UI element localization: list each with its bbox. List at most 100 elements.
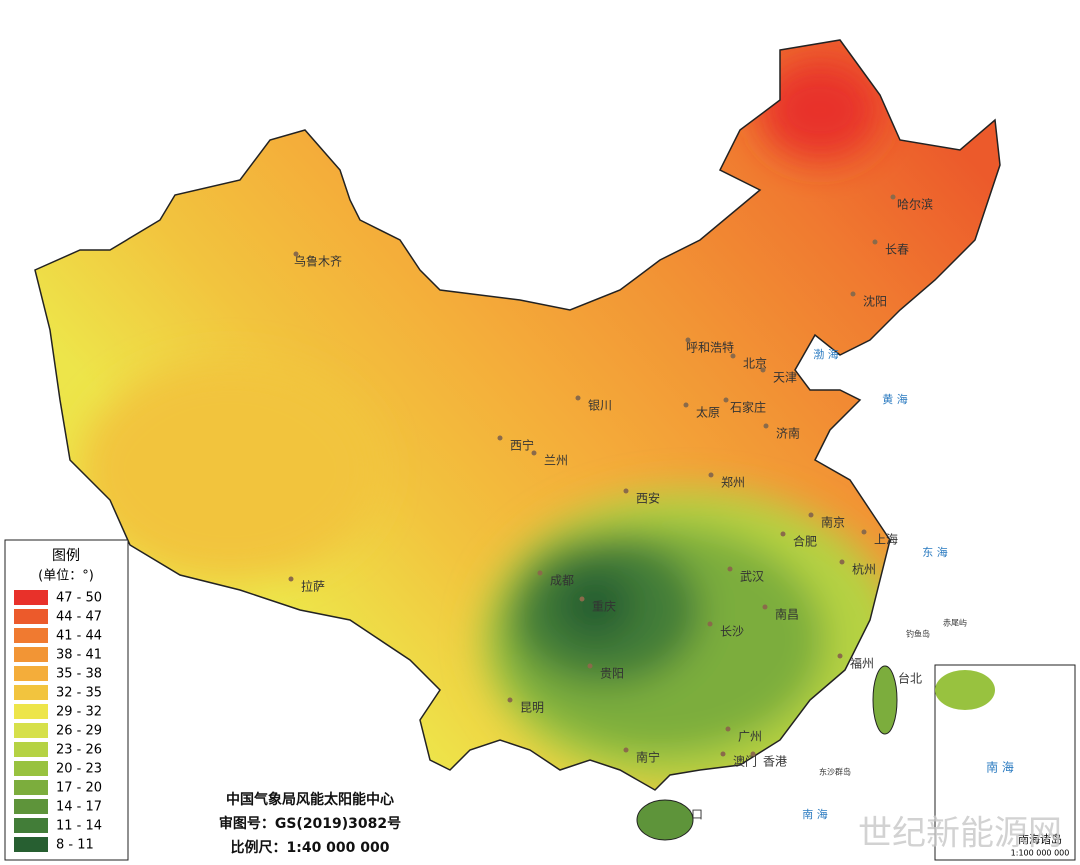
island-label: 钓鱼岛 [906, 629, 930, 639]
city-label: 兰州 [544, 454, 568, 468]
heat-blobs [80, 60, 900, 790]
city-dot [723, 397, 729, 403]
legend-label: 47 - 50 [56, 591, 102, 606]
legend-label: 26 - 29 [56, 724, 102, 739]
legend-label: 11 - 14 [56, 819, 102, 834]
city-dot [683, 402, 689, 408]
city-dot [537, 570, 543, 576]
city-dot [587, 663, 593, 669]
city-label: 石家庄 [730, 400, 766, 415]
sea-label: 南 海 [802, 807, 828, 821]
city-dot [839, 559, 845, 565]
city-label: 重庆 [592, 600, 616, 614]
city-dot [730, 353, 736, 359]
inset-land [935, 670, 995, 710]
city-dot [750, 751, 756, 757]
taiwan [872, 665, 898, 735]
legend-swatch [14, 723, 48, 738]
city-label: 香港 [763, 755, 787, 769]
city-dot [720, 751, 726, 757]
city-label: 长沙 [720, 625, 744, 639]
city-label: 广州 [738, 730, 762, 744]
legend-label: 14 - 17 [56, 800, 102, 815]
city-dot [861, 529, 867, 535]
legend-label: 32 - 35 [56, 686, 102, 701]
china-border [34, 39, 1001, 791]
legend-label: 29 - 32 [56, 705, 102, 720]
heat-blob [760, 60, 880, 160]
island-label: 东沙群岛 [819, 767, 851, 777]
sea-label: 东 海 [922, 545, 948, 559]
city-dot [763, 423, 769, 429]
island-label: 赤尾屿 [943, 619, 967, 628]
city-label: 南宁 [636, 750, 660, 765]
credit-scale: 比例尺：1:40 000 000 [230, 839, 389, 856]
city-dot [507, 697, 513, 703]
legend-swatch [14, 818, 48, 833]
sea-label: 渤 海 [813, 347, 839, 361]
sea-label: 黄 海 [882, 392, 908, 406]
legend-label: 41 - 44 [56, 629, 102, 644]
city-label: 太原 [696, 405, 720, 420]
legend-swatch [14, 704, 48, 719]
legend-swatch [14, 685, 48, 700]
city-dot [808, 512, 814, 518]
city-label: 西安 [636, 491, 660, 506]
city-dot [850, 291, 856, 297]
inset-scale: 1:100 000 000 [1011, 849, 1070, 858]
city-label: 北京 [743, 357, 767, 371]
city-dot [708, 472, 714, 478]
legend-swatch [14, 837, 48, 852]
legend-label: 17 - 20 [56, 781, 102, 796]
city-label: 成都 [550, 574, 574, 588]
city-dot [707, 621, 713, 627]
legend-swatch [14, 799, 48, 814]
city-label: 南昌 [775, 607, 799, 622]
city-label: 天津 [773, 371, 797, 385]
heat-blob [555, 570, 635, 640]
city-dot [762, 604, 768, 610]
legend-label: 23 - 26 [56, 743, 102, 758]
city-dot [623, 488, 629, 494]
city-label: 台北 [898, 671, 922, 686]
heat-blob [80, 360, 380, 580]
city-dot [623, 747, 629, 753]
watermark: 世纪新能源网 [858, 814, 1062, 854]
city-label: 呼和浩特 [686, 340, 734, 355]
city-label: 武汉 [740, 570, 764, 584]
legend-swatch [14, 742, 48, 757]
legend-label: 8 - 11 [56, 838, 94, 853]
city-dot [685, 337, 691, 343]
city-label: 贵阳 [600, 667, 624, 681]
city-dot [531, 450, 537, 456]
legend-swatch [14, 761, 48, 776]
legend-label: 44 - 47 [56, 610, 102, 625]
city-dot [575, 395, 581, 401]
legend-swatch [14, 590, 48, 605]
city-dot [890, 194, 896, 200]
legend-swatch [14, 666, 48, 681]
city-label: 福州 [850, 656, 874, 671]
city-label: 长春 [885, 243, 909, 257]
city-label: 沈阳 [863, 294, 887, 309]
city-label: 澳门 [733, 754, 757, 769]
legend-title: 图例 [52, 548, 80, 564]
city-dot [872, 239, 878, 245]
city-label: 银川 [588, 399, 612, 413]
city-label: 乌鲁木齐 [294, 254, 342, 269]
legend-label: 38 - 41 [56, 648, 102, 663]
hainan [636, 799, 694, 841]
city-dot [293, 251, 299, 257]
city-dot [288, 576, 294, 582]
city-label: 哈尔滨 [897, 197, 933, 212]
city-label: 济南 [776, 426, 800, 441]
city-label: 西宁 [510, 438, 534, 453]
city-dot [727, 566, 733, 572]
legend-swatch [14, 609, 48, 624]
inset-sea: 南 海 [986, 760, 1014, 775]
legend-swatch [14, 628, 48, 643]
city-dot [780, 531, 786, 537]
city-label: 上海 [874, 532, 898, 547]
